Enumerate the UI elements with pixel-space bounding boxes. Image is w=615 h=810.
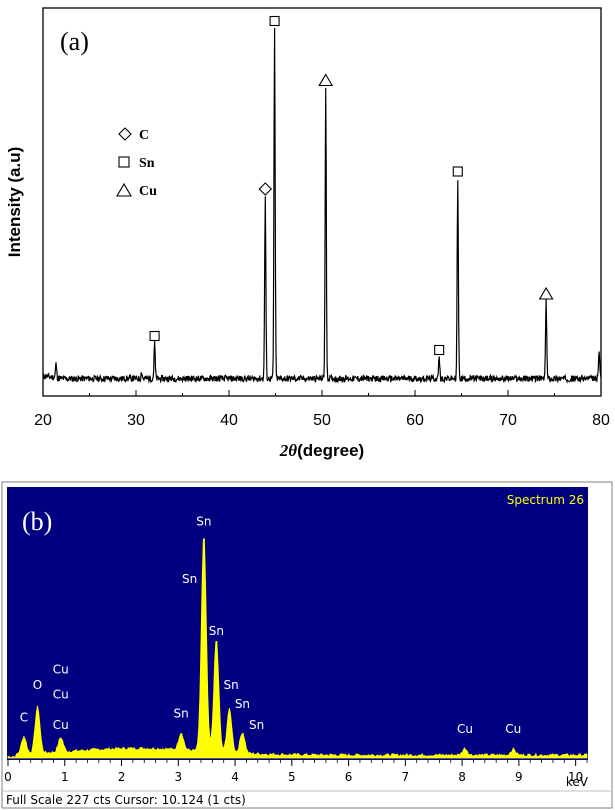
xrd-panel-label: (a) [60,27,89,56]
xrd-x-tick-label: 50 [313,412,331,429]
xrd-peak-markers [149,15,554,356]
xrd-x-tick-label: 60 [406,412,424,429]
eds-x-tick-label: 9 [515,770,523,784]
legend-square-marker [118,156,130,168]
cu-peak-marker [538,286,554,300]
legend-diamond-marker [118,127,132,141]
eds-panel-label: (b) [22,507,52,536]
eds-element-label: Sn [174,707,189,721]
xrd-x-axis-symbol: 2θ [279,441,298,460]
xrd-x-ticks: 20 30 40 50 60 70 80 [34,390,610,429]
eds-x-tick-label: 8 [458,770,466,784]
xrd-legend: C Sn Cu [116,127,157,199]
eds-x-axis-unit: keV [566,775,589,789]
xrd-x-tick-label: 20 [34,412,52,429]
legend-label-cu: Cu [139,184,157,199]
eds-element-label: Sn [196,515,211,529]
eds-x-tick-label: 6 [345,770,353,784]
sn-peak-marker [149,330,160,342]
eds-element-label: C [20,711,28,725]
eds-x-ticks: 0 1 2 3 4 5 6 7 8 9 10 [4,760,588,784]
eds-x-tick-label: 5 [288,770,296,784]
xrd-x-axis-unit: (degree) [297,441,364,460]
eds-element-label: Sn [249,718,264,732]
eds-x-tick-label: 7 [402,770,410,784]
xrd-plot-frame [42,7,602,397]
xrd-x-tick-label: 80 [592,412,610,429]
eds-element-label: Cu [53,687,69,701]
eds-element-label: Sn [235,697,250,711]
eds-element-label: Cu [457,722,473,736]
xrd-x-tick-label: 40 [220,412,238,429]
eds-element-label: Cu [53,662,69,676]
xrd-y-axis-label: Intensity (a.u) [5,147,24,258]
xrd-chart: 20 30 40 50 60 70 80 (a) C Sn Cu Intensity (a.… [5,7,610,460]
legend-triangle-marker [116,182,132,197]
sn-peak-marker [269,15,280,27]
eds-x-tick-label: 4 [231,770,239,784]
eds-x-tick-label: 10 [568,770,583,784]
eds-x-tick-label: 2 [118,770,126,784]
xrd-x-tick-label: 30 [127,412,145,429]
eds-element-label: Sn [182,572,197,586]
eds-element-label: O [33,678,42,692]
eds-footer: Full Scale 227 cts Cursor: 10.124 (1 cts… [6,793,246,807]
legend-label-sn: Sn [139,156,155,171]
eds-x-tick-label: 0 [4,770,12,784]
eds-x-tick-label: 1 [61,770,69,784]
legend-label-c: C [139,128,149,143]
eds-spectrum-area [7,537,588,759]
sn-peak-marker [452,166,463,177]
eds-spectrum-name: Spectrum 26 [507,493,584,507]
xrd-x-axis-label: 2θ(degree) [279,441,364,460]
eds-element-label: Cu [53,718,69,732]
eds-x-tick-label: 3 [174,770,182,784]
sn-peak-marker [434,344,445,356]
eds-element-label: Sn [209,624,224,638]
xrd-x-tick-label: 70 [499,412,517,429]
eds-element-label: Sn [223,678,238,692]
xrd-pattern-line [42,27,602,384]
eds-chart: C O Cu Cu Cu Sn Sn Sn Sn Sn Sn Sn Cu Cu Spectrum 26 (… [1,481,613,809]
cu-peak-marker [318,73,334,87]
eds-element-labels: C O Cu Cu Cu Sn Sn Sn Sn Sn Sn Sn Cu Cu [20,515,521,736]
c-peak-marker [258,182,273,196]
eds-plot-area [7,487,588,760]
eds-element-label: Cu [505,722,521,736]
